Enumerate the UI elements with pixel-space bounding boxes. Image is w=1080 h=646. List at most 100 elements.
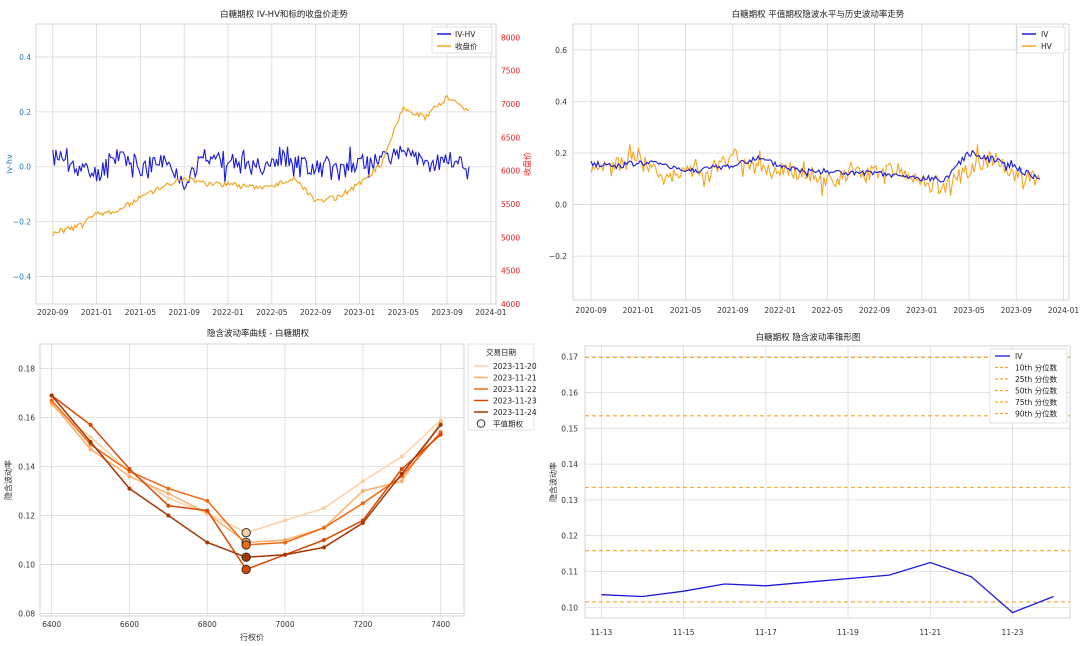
chart3-atm-marker [241,527,251,538]
chart4-ytick: 0.17 [561,353,578,362]
chart1-series-close [52,94,470,237]
chart3-point [399,454,404,459]
chart3-xtick: 6800 [198,620,217,629]
chart3-point [321,538,326,543]
chart1-legend: IV-HV 收盘价 [431,26,493,54]
chart3-series-line [51,399,442,546]
chart3-title: 隐含波动率曲线 - 白糖期权 [207,328,309,339]
chart2-ytick: −0.2 [549,252,567,261]
chart3-legend-item: 2023-11-24 [493,408,537,417]
chart2-xtick: 2022-09 [859,306,891,315]
chart3-xtick: 7200 [353,620,372,629]
chart3-series-line [51,402,442,544]
chart4-ytick: 0.13 [561,496,578,505]
chart4-legend-item: 10th 分位数 [1015,363,1058,373]
chart2-legend: IV HV [1016,26,1066,54]
chart3-legend-item: 2023-11-23 [493,397,537,406]
chart3-legend-title: 交易日期 [486,347,516,357]
chart1-ytick: −0.4 [13,273,31,282]
chart3-ytick: 0.12 [18,512,35,521]
chart3-point [166,513,171,518]
chart2-xtick: 2023-09 [1001,306,1033,315]
chart4-ytick: 0.15 [561,424,578,433]
chart1-xtick: 2020-09 [37,308,69,317]
chart2-xtick: 2022-01 [764,306,796,315]
chart2-ytick: 0.4 [555,97,567,106]
chart4-ylabel: 隐含波动率 [548,462,558,502]
chart4-legend-item: 75th 分位数 [1015,397,1058,407]
chart4-legend-item: 90th 分位数 [1015,409,1058,419]
chart3-point [399,479,404,484]
chart1-xtick: 2023-09 [431,308,463,317]
chart3-point [88,440,93,445]
chart3-point [49,398,54,403]
chart1-xtick: 2021-01 [81,308,113,317]
chart1-ytick: 0.2 [19,108,31,117]
chart3-ytick: 0.14 [18,463,35,472]
chart3-legend-atm: 平值期权 [493,419,523,429]
chart4-series-iv [601,561,1054,614]
chart4-legend-item: 50th 分位数 [1015,386,1058,396]
chart-iv-hv-close: 白糖期权 IV-HV和标的收盘价走势 2020-09 2021-01 2021-05… [5,9,532,317]
chart3-legend-item: 2023-11-21 [493,374,537,383]
chart3-point [321,506,326,511]
chart2-xtick: 2022-05 [812,306,844,315]
chart3-point [438,432,443,437]
chart3-ylabel: 隐含波动率 [3,460,13,500]
chart3-ytick: 0.18 [18,365,35,374]
chart3-point [360,489,365,494]
chart4-plot-area [584,345,1071,619]
chart3-xtick: 7000 [276,620,295,629]
chart3-point [205,508,210,513]
chart1-legend-close: 收盘价 [455,41,478,51]
chart1-xtick: 2023-01 [344,308,376,317]
chart4-legend-item: IV [1015,352,1023,361]
chart1-xtick: 2024-01 [475,308,507,317]
chart3-xtick: 6400 [42,620,61,629]
chart4-xtick: 11-23 [1002,628,1024,637]
chart2-ytick: 0.6 [555,46,567,55]
chart3-xtick: 6600 [120,620,139,629]
chart1-xtick: 2021-05 [125,308,157,317]
chart4-xtick: 11-15 [673,628,695,637]
chart3-point [283,552,288,557]
chart4-xtick: 11-21 [919,628,941,637]
chart1-series-ivhv [52,145,470,191]
chart3-plot-area [39,343,465,617]
chart3-ytick: 0.16 [18,414,35,423]
chart2-title: 白糖期权 平值期权隐波水平与历史波动率走势 [732,9,905,20]
chart2-plot-area [572,23,1070,301]
chart1-ytick: −0.2 [13,218,31,227]
chart3-point [399,471,404,476]
chart1-y2tick: 8000 [501,33,520,42]
chart2-xtick: 2021-05 [670,306,702,315]
chart3-point [166,486,171,491]
chart2-xtick: 2020-09 [575,306,607,315]
chart3-xlabel: 行权价 [240,632,264,642]
chart1-y2tick: 5000 [501,233,520,242]
chart1-ytick: 0.0 [19,163,31,172]
chart1-y2tick: 6000 [501,167,520,176]
chart3-atm-marker [241,540,251,550]
chart3-legend-item: 2023-11-20 [493,362,537,371]
chart3-point [321,545,326,550]
chart1-ylabel: iv-hv [5,154,14,174]
chart4-legend-item: 25th 分位数 [1015,374,1058,384]
chart3-atm-marker [241,552,251,562]
chart3-point [127,486,132,491]
chart2-series-iv [590,149,1040,183]
chart4-ytick: 0.11 [561,567,578,576]
chart3-point [166,491,171,496]
chart1-legend-ivhv: IV-HV [455,30,476,39]
chart3-point [283,540,288,545]
chart3-xtick: 7400 [431,620,450,629]
chart4-xtick: 11-19 [837,628,859,637]
chart-iv-cone: 白糖期权 隐含波动率锥形图 11-13 11-15 11-17 11-19 11-21 1… [548,332,1071,637]
chart3-point [127,466,132,471]
chart2-legend-hv: HV [1041,42,1053,51]
chart3-series-line [51,404,442,534]
chart3-point [321,525,326,530]
chart2-xtick: 2023-01 [906,306,938,315]
